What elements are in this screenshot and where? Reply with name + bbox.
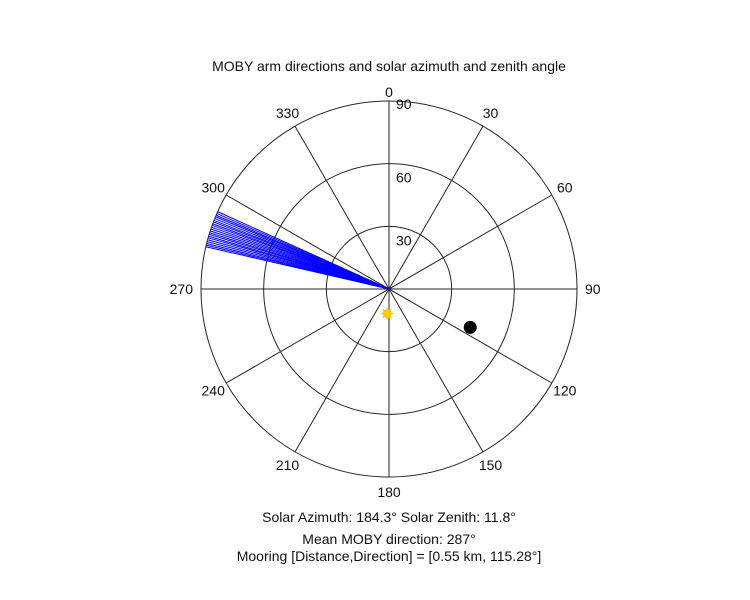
angle-tick-label: 300 (202, 180, 226, 196)
angle-tick-label: 270 (170, 281, 194, 297)
tick-labels: 0 30 60 90 120 150 180 210 240 270 300 330 30 60 90 (170, 84, 601, 500)
solar-angles-text: Solar Azimuth: 184.3° Solar Zenith: 11.8… (262, 509, 516, 525)
sun-ray (388, 314, 392, 319)
chart-series (205, 211, 477, 334)
sun-ray (382, 314, 387, 319)
radial-tick-label: 60 (396, 170, 412, 186)
angle-tick-label: 30 (483, 105, 499, 121)
angle-tick-label: 240 (202, 383, 226, 399)
mean-direction-text: Mean MOBY direction: 287° (302, 531, 475, 547)
angle-tick-label: 0 (385, 84, 393, 100)
moby-arm-line (217, 211, 390, 290)
angle-tick-label: 150 (479, 457, 503, 473)
angle-tick-label: 90 (585, 281, 601, 297)
angle-tick-label: 120 (553, 383, 577, 399)
sun-point (381, 307, 394, 320)
radial-tick-label: 90 (396, 96, 412, 112)
sun-ray (388, 308, 392, 313)
chart-title: MOBY arm directions and solar azimuth an… (212, 58, 566, 74)
radial-tick-label: 30 (396, 232, 412, 248)
mooring-point (463, 320, 477, 334)
angle-tick-label: 210 (276, 457, 300, 473)
sun-ray (382, 308, 387, 313)
angle-tick-label: 60 (557, 180, 573, 196)
angle-tick-label: 180 (377, 484, 401, 500)
mooring-text: Mooring [Distance,Direction] = [0.55 km,… (237, 548, 542, 564)
angle-tick-label: 330 (276, 105, 300, 121)
